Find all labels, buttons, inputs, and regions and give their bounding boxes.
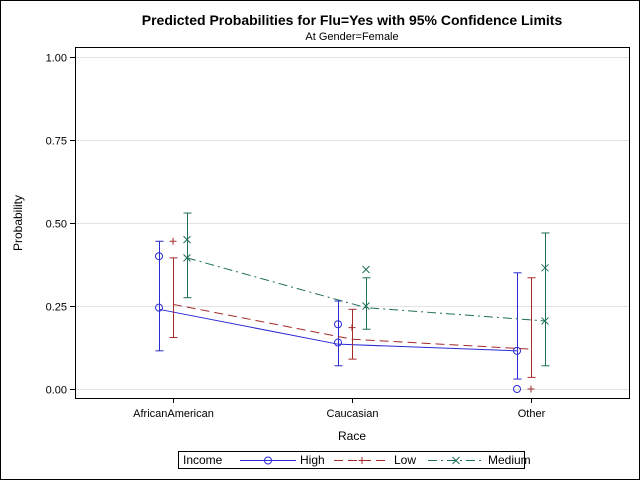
legend: Income High Low Medium [178,451,531,469]
data-point [183,254,191,262]
data-point [155,303,163,312]
y-tick-label: 0.25 [46,302,67,314]
series-high [155,240,522,393]
data-point [334,320,342,329]
legend-marker-high [264,456,272,465]
data-point [169,237,177,245]
data-point [362,265,370,274]
y-axis-label: Probability [11,195,25,251]
x-tick-label: Other [518,408,546,420]
data-point [541,317,549,325]
chart-title: Predicted Probabilities for Flu=Yes with… [142,12,563,28]
data-point [334,338,342,347]
x-axis: AfricanAmerican Caucasian Other [133,398,546,420]
data-point [513,346,521,355]
data-point [155,252,163,261]
data-point [348,324,356,332]
x-tick-label: AfricanAmerican [133,408,214,420]
legend-label-low: Low [394,453,416,467]
data-point [513,385,521,393]
data-point [362,302,370,310]
series-layer [155,212,550,393]
data-point [183,235,191,244]
y-tick-label: 0.50 [46,219,67,231]
legend-label-medium: Medium [488,453,531,467]
x-axis-label: Race [338,429,366,443]
data-point [541,263,549,272]
data-point [527,385,535,393]
y-tick-label: 0.00 [46,385,67,397]
gridlines [76,57,629,390]
series-medium [183,212,550,367]
y-axis: 0.00 0.25 0.50 0.75 1.00 [46,53,75,397]
legend-title: Income [183,453,223,467]
y-tick-label: 1.00 [46,53,67,65]
series-low [169,237,536,393]
y-tick-label: 0.75 [46,136,67,148]
x-tick-label: Caucasian [327,408,379,420]
legend-label-high: High [300,453,325,467]
legend-marker-low [358,457,366,464]
legend-marker-medium [452,456,460,465]
chart-subtitle: At Gender=Female [305,31,398,43]
